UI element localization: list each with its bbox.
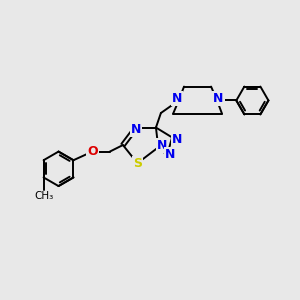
Text: N: N [131, 122, 141, 136]
Text: N: N [157, 140, 167, 152]
Text: S: S [133, 157, 142, 170]
Text: N: N [213, 92, 224, 105]
Text: CH₃: CH₃ [34, 191, 53, 201]
Text: N: N [165, 148, 175, 161]
Text: N: N [172, 92, 182, 105]
Text: N: N [172, 134, 182, 146]
Text: O: O [87, 145, 98, 158]
